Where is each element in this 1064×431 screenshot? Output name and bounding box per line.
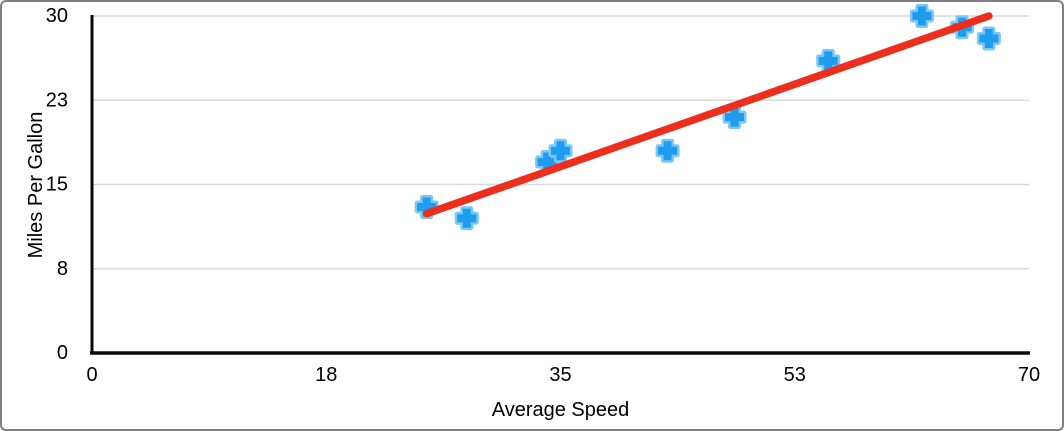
y-tick-label: 0 xyxy=(57,342,68,364)
x-tick-label: 70 xyxy=(1018,364,1040,386)
y-tick-label: 15 xyxy=(46,174,68,196)
trend-line-segment xyxy=(422,12,993,218)
y-tick-label: 23 xyxy=(46,89,68,111)
y-axis-title: Miles Per Gallon xyxy=(25,112,47,259)
data-point-marker xyxy=(548,138,573,163)
data-point-marker xyxy=(976,26,1001,51)
data-point-marker xyxy=(655,138,680,163)
trend-line xyxy=(422,12,993,218)
data-point-marker xyxy=(414,194,439,219)
x-tick-label: 0 xyxy=(86,364,97,386)
gridlines xyxy=(92,15,1029,270)
data-point-marker xyxy=(909,4,934,28)
x-tick-label: 18 xyxy=(315,364,337,386)
y-axis-tick-labels: 0 8 15 23 30 xyxy=(46,5,68,364)
y-tick-label: 30 xyxy=(46,5,68,27)
x-axis-title: Average Speed xyxy=(492,399,630,421)
data-point-marker xyxy=(722,105,747,130)
axes xyxy=(90,15,1030,355)
x-axis-tick-labels: 0 18 35 53 70 xyxy=(86,364,1040,386)
data-point-marker xyxy=(454,206,479,231)
data-point-markers xyxy=(414,4,1001,231)
y-tick-label: 8 xyxy=(57,258,68,280)
x-tick-label: 35 xyxy=(549,364,571,386)
x-tick-label: 53 xyxy=(784,364,806,386)
